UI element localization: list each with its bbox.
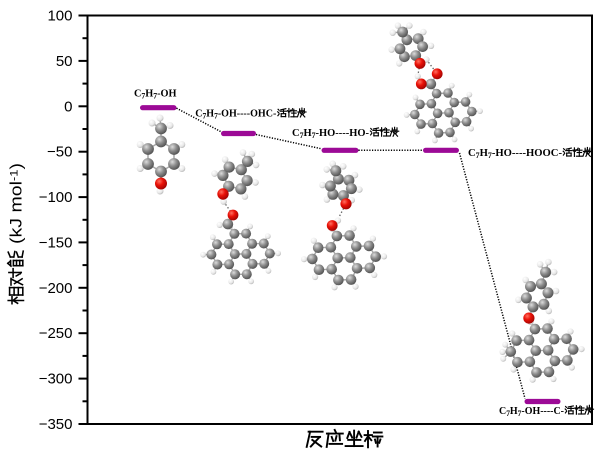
- svg-text:−300: −300: [39, 371, 73, 388]
- svg-text:0: 0: [64, 98, 72, 115]
- svg-text:−250: −250: [39, 325, 73, 342]
- svg-text:100: 100: [47, 8, 72, 25]
- svg-text:−50: −50: [47, 144, 72, 161]
- svg-text:C7H7-HO----HO-: C7H7-HO----HO-: [292, 127, 369, 140]
- svg-text:C7H7-HO----HOOC-: C7H7-HO----HOOC-: [468, 147, 562, 160]
- svg-text:−350: −350: [39, 416, 73, 433]
- svg-text:50: 50: [56, 53, 73, 70]
- svg-text:−100: −100: [39, 189, 73, 206]
- svg-text:−150: −150: [39, 234, 73, 251]
- svg-text:C7H7-OH----OHC-: C7H7-OH----OHC-: [195, 108, 276, 121]
- svg-text:−200: −200: [39, 280, 73, 297]
